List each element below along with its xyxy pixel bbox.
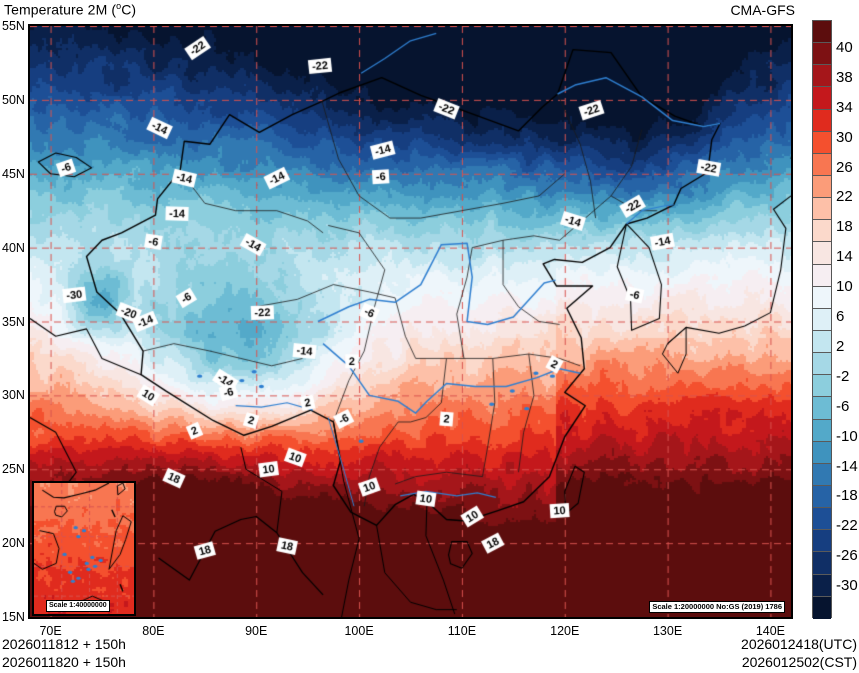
- colorbar-label--14: -14: [836, 457, 858, 475]
- colorbar[interactable]: [812, 20, 832, 619]
- colorbar-label--30: -30: [836, 577, 858, 595]
- colorbar-label--6: -6: [836, 397, 850, 415]
- inset-temperature-canvas: [34, 483, 134, 614]
- colorbar-label-34: 34: [836, 98, 853, 116]
- page-title-unit-tail: C): [121, 1, 137, 18]
- colorbar-label-22: 22: [836, 188, 853, 206]
- colorbar-segment-22: [813, 508, 831, 531]
- colorbar-segment-11: [813, 264, 831, 287]
- colorbar-segment-8: [813, 198, 831, 221]
- lon-tick-70E: 70E: [39, 624, 62, 638]
- colorbar-segment-24: [813, 552, 831, 575]
- inset-scale-label: Scale 1:40000000: [46, 600, 110, 612]
- lon-tick-130E: 130E: [652, 624, 683, 638]
- colorbar-label-6: 6: [836, 308, 845, 325]
- colorbar-label-26: 26: [836, 158, 853, 176]
- lat-tick-30N: 30N: [2, 388, 25, 403]
- colorbar-segment-15: [813, 353, 831, 376]
- lat-tick-50N: 50N: [2, 92, 25, 107]
- colorbar-segment-20: [813, 463, 831, 486]
- lat-tick-20N: 20N: [2, 536, 25, 551]
- colorbar-label-30: 30: [836, 128, 853, 146]
- colorbar-segment-3: [813, 87, 831, 110]
- footer-valid-time-utc: 2026012418(UTC): [741, 636, 857, 652]
- lat-tick-55N: 55N: [2, 19, 25, 33]
- colorbar-segment-12: [813, 286, 831, 309]
- south-china-sea-inset[interactable]: Scale 1:40000000: [32, 481, 136, 616]
- lat-tick-40N: 40N: [2, 240, 25, 255]
- colorbar-label-2: 2: [836, 337, 845, 355]
- colorbar-segment-21: [813, 485, 831, 509]
- page-title-text: Temperature 2M (: [4, 1, 117, 18]
- lon-tick-110E: 110E: [447, 624, 477, 638]
- colorbar-label--26: -26: [836, 547, 858, 565]
- colorbar-label--18: -18: [836, 487, 858, 505]
- lat-tick-25N: 25N: [2, 462, 25, 477]
- colorbar-label-10: 10: [836, 278, 853, 296]
- colorbar-label--22: -22: [836, 517, 858, 535]
- footer-init-time-utc: 2026011812 + 150h: [2, 636, 126, 652]
- colorbar-segment-16: [813, 375, 831, 398]
- colorbar-segment-14: [813, 330, 831, 354]
- lat-tick-45N: 45N: [2, 166, 25, 181]
- colorbar-segment-0: [813, 21, 831, 44]
- colorbar-segment-19: [813, 441, 831, 464]
- colorbar-label-18: 18: [836, 218, 853, 236]
- colorbar-segment-5: [813, 131, 831, 154]
- colorbar-label--2: -2: [836, 367, 850, 385]
- temperature-field-canvas: [30, 26, 791, 617]
- model-label: CMA-GFS: [730, 2, 795, 18]
- colorbar-segment-25: [813, 574, 831, 597]
- colorbar-segment-1: [813, 43, 831, 66]
- colorbar-label-38: 38: [836, 68, 853, 86]
- colorbar-segment-7: [813, 175, 831, 199]
- lon-tick-140E: 140E: [755, 624, 786, 638]
- colorbar-segment-13: [813, 308, 831, 331]
- colorbar-segment-23: [813, 530, 831, 553]
- colorbar-segment-6: [813, 153, 831, 176]
- colorbar-label-14: 14: [836, 248, 853, 266]
- lat-tick-35N: 35N: [2, 314, 25, 329]
- map-plot-area[interactable]: Scale 1:20000000 No:GS (2019) 1786: [28, 24, 793, 619]
- colorbar-segment-17: [813, 397, 831, 420]
- colorbar-segment-26: [813, 596, 831, 619]
- lon-tick-90E: 90E: [245, 624, 268, 638]
- footer-init-time-cst: 2026011820 + 150h: [2, 654, 126, 670]
- page-title: Temperature 2M (oC): [4, 1, 136, 18]
- colorbar-segment-4: [813, 109, 831, 132]
- lon-tick-100E: 100E: [344, 624, 374, 638]
- colorbar-segment-9: [813, 220, 831, 243]
- lon-tick-80E: 80E: [142, 624, 165, 638]
- colorbar-segment-10: [813, 242, 831, 265]
- lat-tick-15N: 15N: [2, 610, 25, 624]
- colorbar-segment-2: [813, 65, 831, 88]
- degree-symbol: o: [116, 1, 122, 11]
- colorbar-label-40: 40: [836, 38, 853, 56]
- colorbar-segment-18: [813, 419, 831, 442]
- map-scale-label: Scale 1:20000000 No:GS (2019) 1786: [649, 601, 785, 613]
- lon-tick-120E: 120E: [550, 624, 580, 638]
- footer-valid-time-cst: 2026012502(CST): [741, 654, 857, 670]
- colorbar-label--10: -10: [836, 427, 858, 445]
